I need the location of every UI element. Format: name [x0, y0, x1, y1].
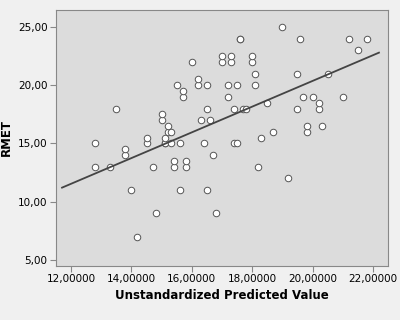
- Point: [162, 141, 168, 146]
- Point: [324, 71, 331, 76]
- Point: [204, 188, 210, 193]
- Point: [346, 36, 352, 41]
- Point: [213, 211, 219, 216]
- Point: [143, 141, 150, 146]
- Point: [249, 60, 255, 65]
- Point: [234, 141, 240, 146]
- Point: [355, 48, 361, 53]
- Point: [279, 25, 286, 30]
- Point: [228, 53, 234, 59]
- Point: [237, 36, 243, 41]
- Point: [237, 36, 243, 41]
- Point: [219, 60, 225, 65]
- Point: [297, 36, 304, 41]
- Point: [228, 60, 234, 65]
- Point: [164, 124, 171, 129]
- Point: [158, 117, 165, 123]
- Point: [182, 164, 189, 169]
- Point: [309, 94, 316, 100]
- Point: [152, 211, 159, 216]
- Point: [180, 89, 186, 94]
- Point: [162, 141, 168, 146]
- Point: [107, 164, 114, 169]
- Point: [168, 141, 174, 146]
- Point: [258, 135, 264, 140]
- Point: [198, 117, 204, 123]
- Point: [270, 129, 276, 134]
- Point: [210, 153, 216, 158]
- Point: [243, 106, 249, 111]
- Point: [174, 83, 180, 88]
- Point: [158, 112, 165, 117]
- Point: [195, 83, 201, 88]
- Point: [204, 106, 210, 111]
- Point: [303, 124, 310, 129]
- Point: [176, 188, 183, 193]
- Point: [225, 94, 231, 100]
- Point: [300, 94, 307, 100]
- Point: [231, 141, 237, 146]
- Point: [255, 164, 262, 169]
- Point: [164, 129, 171, 134]
- Point: [204, 83, 210, 88]
- Point: [134, 234, 141, 239]
- Point: [113, 106, 120, 111]
- Point: [201, 141, 207, 146]
- Point: [231, 106, 237, 111]
- Point: [219, 53, 225, 59]
- Point: [182, 158, 189, 164]
- Point: [189, 60, 195, 65]
- Point: [195, 77, 201, 82]
- Point: [122, 147, 129, 152]
- Point: [207, 117, 213, 123]
- Point: [149, 164, 156, 169]
- Point: [168, 129, 174, 134]
- Point: [264, 100, 270, 105]
- Point: [143, 135, 150, 140]
- Point: [315, 100, 322, 105]
- Point: [122, 153, 129, 158]
- Point: [240, 106, 246, 111]
- Point: [162, 135, 168, 140]
- Point: [170, 164, 177, 169]
- Point: [303, 129, 310, 134]
- Point: [128, 188, 135, 193]
- Point: [364, 36, 370, 41]
- Point: [234, 83, 240, 88]
- Point: [294, 71, 301, 76]
- Point: [318, 124, 325, 129]
- Point: [92, 164, 98, 169]
- Point: [285, 176, 292, 181]
- X-axis label: Unstandardized Predicted Value: Unstandardized Predicted Value: [115, 290, 329, 302]
- Point: [340, 94, 346, 100]
- Point: [176, 141, 183, 146]
- Y-axis label: RMET: RMET: [0, 119, 12, 156]
- Point: [170, 158, 177, 164]
- Point: [180, 94, 186, 100]
- Point: [249, 53, 255, 59]
- Point: [225, 83, 231, 88]
- Point: [252, 71, 258, 76]
- Point: [294, 106, 301, 111]
- Point: [315, 106, 322, 111]
- Point: [92, 141, 98, 146]
- Point: [252, 83, 258, 88]
